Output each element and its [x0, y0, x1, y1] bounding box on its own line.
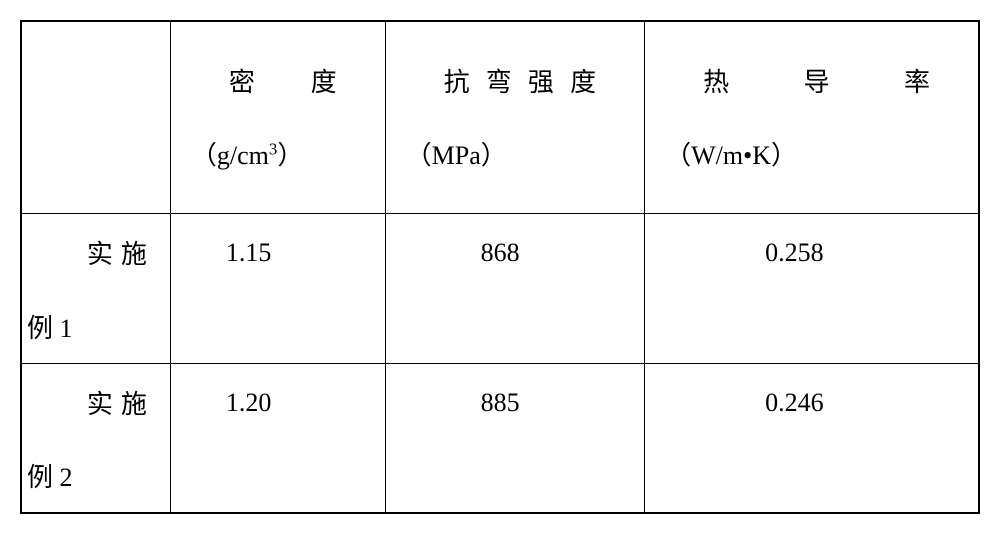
- row1-density-cell: 1.15: [170, 213, 385, 363]
- row1-thermal-cell: 0.258: [645, 213, 979, 363]
- row2-label-bottom: 例 2: [27, 457, 73, 494]
- header-cell-thermal: 热导率 （W/m•K）: [645, 21, 979, 213]
- header-flexural-label: 抗弯强度: [406, 47, 625, 120]
- row2-flexural-cell: 885: [385, 363, 645, 513]
- data-table: 密度 （g/cm3） 抗弯强度 （MPa） 热导率 （W/m•K） 实施 例 1…: [20, 20, 980, 514]
- row2-thermal-value: 0.246: [645, 364, 978, 418]
- row1-label-bottom: 例 1: [27, 308, 73, 345]
- header-thermal-unit: （W/m•K）: [665, 120, 958, 193]
- header-row: 密度 （g/cm3） 抗弯强度 （MPa） 热导率 （W/m•K）: [21, 21, 979, 213]
- row2-density-cell: 1.20: [170, 363, 385, 513]
- row1-thermal-value: 0.258: [645, 214, 978, 268]
- row1-label-cell: 实施 例 1: [21, 213, 170, 363]
- header-cell-density: 密度 （g/cm3）: [170, 21, 385, 213]
- header-cell-flexural: 抗弯强度 （MPa）: [385, 21, 645, 213]
- row2-label-top: 实施: [87, 384, 155, 421]
- data-row-1: 实施 例 1 1.15 868 0.258: [21, 213, 979, 363]
- data-row-2: 实施 例 2 1.20 885 0.246: [21, 363, 979, 513]
- header-thermal-label: 热导率: [665, 47, 958, 120]
- header-cell-empty: [21, 21, 170, 213]
- header-flexural-unit: （MPa）: [406, 120, 625, 193]
- row2-label-cell: 实施 例 2: [21, 363, 170, 513]
- row1-density-value: 1.15: [171, 214, 385, 268]
- row2-density-value: 1.20: [171, 364, 385, 418]
- header-density-unit: （g/cm3）: [191, 120, 365, 193]
- header-density-label: 密度: [191, 47, 365, 120]
- row1-label-top: 实施: [87, 234, 155, 271]
- row1-flexural-value: 868: [386, 214, 645, 268]
- row2-flexural-value: 885: [386, 364, 645, 418]
- row2-thermal-cell: 0.246: [645, 363, 979, 513]
- row1-flexural-cell: 868: [385, 213, 645, 363]
